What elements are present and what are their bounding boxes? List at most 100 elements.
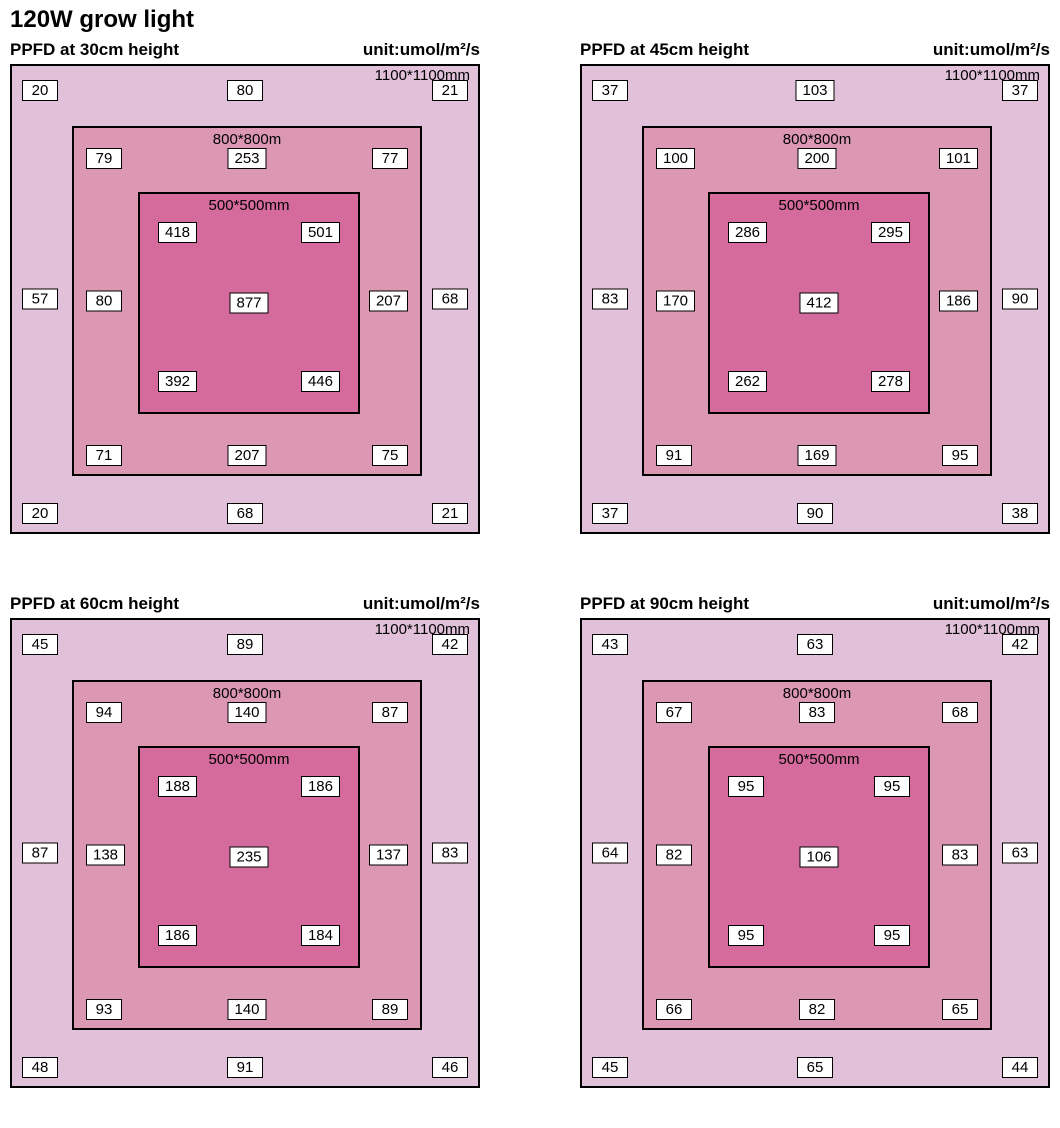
panel-title: PPFD at 90cm height [580, 594, 749, 614]
outer-value: 89 [227, 634, 263, 655]
mid-value: 80 [86, 291, 122, 312]
outer-value: 20 [22, 80, 58, 101]
page: 120W grow light PPFD at 30cm height unit… [0, 0, 1060, 1108]
mid-value: 138 [86, 845, 125, 866]
mid-value: 101 [939, 148, 978, 169]
panel-title: PPFD at 60cm height [10, 594, 179, 614]
inner-value: 278 [871, 371, 910, 392]
outer-value: 38 [1002, 503, 1038, 524]
inner-value: 106 [799, 847, 838, 868]
outer-value: 37 [592, 80, 628, 101]
mid-value: 91 [656, 445, 692, 466]
mid-value: 93 [86, 999, 122, 1020]
mid-value: 140 [227, 702, 266, 723]
inner-dim-label: 500*500mm [779, 749, 860, 768]
panel-90cm: PPFD at 90cm height unit:umol/m²/s 1100*… [580, 594, 1050, 1088]
mid-value: 82 [799, 999, 835, 1020]
inner-square: 500*500mm 286 295 412 262 278 [708, 192, 930, 414]
inner-value: 184 [301, 925, 340, 946]
mid-dim-label: 800*800m [783, 683, 851, 702]
mid-square: 800*800m 100 200 101 170 186 91 169 95 5… [642, 126, 992, 476]
mid-value: 89 [372, 999, 408, 1020]
outer-value: 91 [227, 1057, 263, 1078]
outer-value: 45 [592, 1057, 628, 1078]
mid-square: 800*800m 67 83 68 82 83 66 82 65 500*500… [642, 680, 992, 1030]
mid-value: 87 [372, 702, 408, 723]
inner-value: 392 [158, 371, 197, 392]
mid-value: 253 [227, 148, 266, 169]
panel-title: PPFD at 30cm height [10, 40, 179, 60]
outer-value: 68 [432, 289, 468, 310]
inner-square: 500*500mm 418 501 877 392 446 [138, 192, 360, 414]
panel-header: PPFD at 90cm height unit:umol/m²/s [580, 594, 1050, 614]
outer-value: 63 [1002, 843, 1038, 864]
outer-value: 46 [432, 1057, 468, 1078]
mid-value: 75 [372, 445, 408, 466]
mid-value: 170 [656, 291, 695, 312]
inner-value: 235 [229, 847, 268, 868]
unit-label: unit:umol/m²/s [933, 40, 1050, 60]
unit-label: unit:umol/m²/s [933, 594, 1050, 614]
outer-value: 64 [592, 843, 628, 864]
outer-value: 90 [797, 503, 833, 524]
mid-value: 66 [656, 999, 692, 1020]
unit-label: unit:umol/m²/s [363, 40, 480, 60]
outer-value: 42 [432, 634, 468, 655]
outer-square: 1100*1100mm 43 63 42 64 63 45 65 44 800*… [580, 618, 1050, 1088]
mid-dim-label: 800*800m [213, 129, 281, 148]
mid-value: 77 [372, 148, 408, 169]
inner-value: 188 [158, 776, 197, 797]
inner-square: 500*500mm 188 186 235 186 184 [138, 746, 360, 968]
outer-value: 20 [22, 503, 58, 524]
outer-value: 37 [592, 503, 628, 524]
panel-header: PPFD at 60cm height unit:umol/m²/s [10, 594, 480, 614]
mid-value: 83 [942, 845, 978, 866]
inner-value: 95 [728, 925, 764, 946]
outer-value: 87 [22, 843, 58, 864]
outer-value: 63 [797, 634, 833, 655]
outer-value: 65 [797, 1057, 833, 1078]
panel-grid: PPFD at 30cm height unit:umol/m²/s 1100*… [10, 40, 1060, 1088]
outer-value: 83 [432, 843, 468, 864]
mid-value: 207 [227, 445, 266, 466]
mid-value: 140 [227, 999, 266, 1020]
mid-value: 83 [799, 702, 835, 723]
mid-value: 65 [942, 999, 978, 1020]
inner-value: 412 [799, 293, 838, 314]
mid-value: 200 [797, 148, 836, 169]
outer-value: 68 [227, 503, 263, 524]
mid-value: 68 [942, 702, 978, 723]
panel-header: PPFD at 30cm height unit:umol/m²/s [10, 40, 480, 60]
outer-value: 43 [592, 634, 628, 655]
inner-value: 501 [301, 222, 340, 243]
mid-value: 71 [86, 445, 122, 466]
outer-value: 44 [1002, 1057, 1038, 1078]
panel-header: PPFD at 45cm height unit:umol/m²/s [580, 40, 1050, 60]
outer-value: 21 [432, 503, 468, 524]
mid-value: 82 [656, 845, 692, 866]
outer-value: 37 [1002, 80, 1038, 101]
outer-value: 83 [592, 289, 628, 310]
inner-dim-label: 500*500mm [209, 749, 290, 768]
mid-value: 94 [86, 702, 122, 723]
unit-label: unit:umol/m²/s [363, 594, 480, 614]
inner-value: 262 [728, 371, 767, 392]
outer-square: 1100*1100mm 37 103 37 83 90 37 90 38 800… [580, 64, 1050, 534]
mid-value: 100 [656, 148, 695, 169]
inner-dim-label: 500*500mm [209, 195, 290, 214]
outer-value: 21 [432, 80, 468, 101]
mid-value: 67 [656, 702, 692, 723]
panel-title: PPFD at 45cm height [580, 40, 749, 60]
mid-value: 137 [369, 845, 408, 866]
mid-dim-label: 800*800m [783, 129, 851, 148]
outer-square: 1100*1100mm 45 89 42 87 83 48 91 46 800*… [10, 618, 480, 1088]
panel-60cm: PPFD at 60cm height unit:umol/m²/s 1100*… [10, 594, 480, 1088]
outer-value: 45 [22, 634, 58, 655]
inner-value: 295 [871, 222, 910, 243]
panel-45cm: PPFD at 45cm height unit:umol/m²/s 1100*… [580, 40, 1050, 534]
outer-value: 48 [22, 1057, 58, 1078]
mid-square: 800*800m 79 253 77 80 207 71 207 75 500*… [72, 126, 422, 476]
outer-value: 80 [227, 80, 263, 101]
inner-value: 186 [158, 925, 197, 946]
inner-value: 877 [229, 293, 268, 314]
